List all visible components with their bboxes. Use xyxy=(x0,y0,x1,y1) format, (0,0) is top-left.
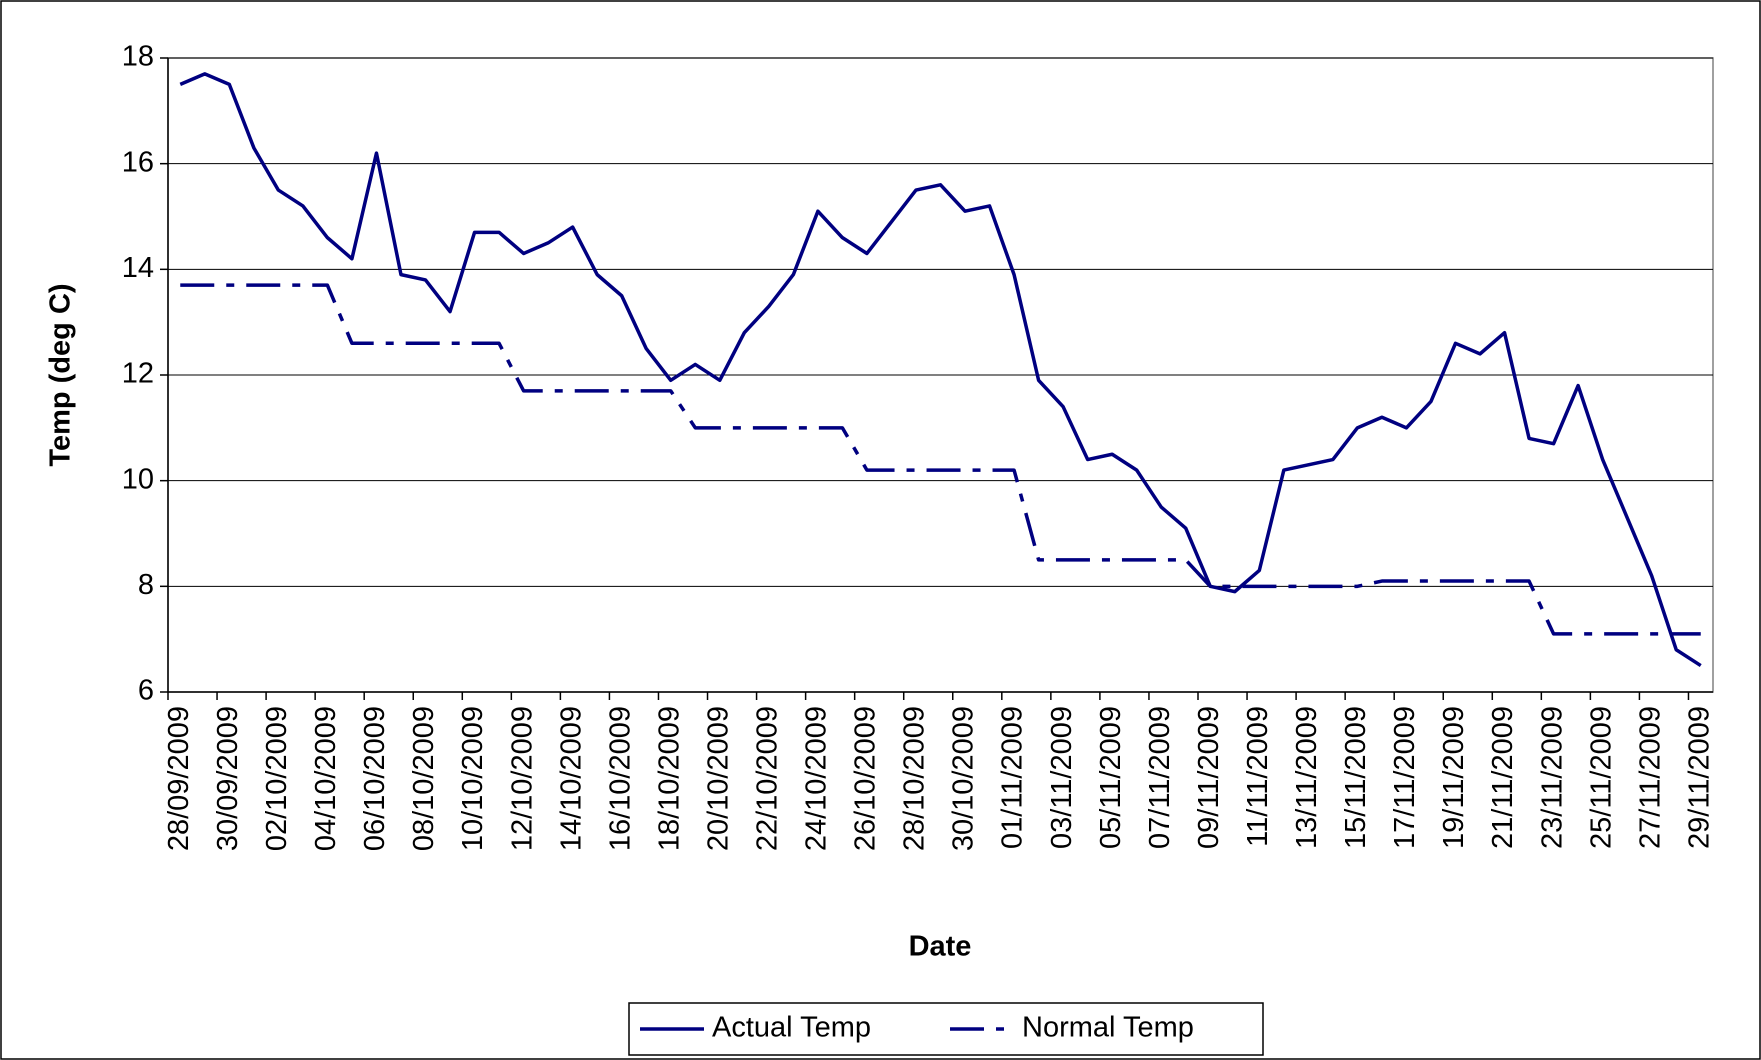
x-tick-label: 25/11/2009 xyxy=(1585,706,1617,849)
x-tick-label: 28/10/2009 xyxy=(899,706,931,851)
x-tick-label: 06/10/2009 xyxy=(359,706,391,851)
x-tick-label: 18/10/2009 xyxy=(653,706,685,851)
x-tick-label: 29/11/2009 xyxy=(1683,706,1715,849)
y-tick-label: 16 xyxy=(122,146,154,178)
x-tick-label: 16/10/2009 xyxy=(604,706,636,851)
x-tick-label: 12/10/2009 xyxy=(506,706,538,851)
x-tick-label: 30/09/2009 xyxy=(212,706,244,851)
y-tick-label: 6 xyxy=(138,675,154,707)
x-tick-label: 19/11/2009 xyxy=(1438,706,1470,849)
x-tick-label: 11/11/2009 xyxy=(1242,706,1274,847)
y-tick-label: 18 xyxy=(122,41,154,73)
x-tick-label: 05/11/2009 xyxy=(1095,706,1127,849)
x-tick-label: 10/10/2009 xyxy=(457,706,489,851)
x-tick-label: 07/11/2009 xyxy=(1144,706,1176,849)
series-line xyxy=(180,283,1701,636)
legend-label: Actual Temp xyxy=(712,1012,871,1044)
x-tick-label: 24/10/2009 xyxy=(801,706,833,851)
legend-label: Normal Temp xyxy=(1022,1012,1194,1044)
x-tick-label: 26/10/2009 xyxy=(850,706,882,851)
x-tick-label: 03/11/2009 xyxy=(1046,706,1078,849)
series-line xyxy=(179,72,1702,668)
y-tick-label: 10 xyxy=(122,463,154,495)
x-tick-label: 22/10/2009 xyxy=(751,706,783,851)
x-tick-label: 23/11/2009 xyxy=(1536,706,1568,849)
x-tick-label: 20/10/2009 xyxy=(702,706,734,851)
x-tick-label: 01/11/2009 xyxy=(997,706,1029,849)
x-tick-label: 08/10/2009 xyxy=(408,706,440,851)
y-tick-label: 14 xyxy=(122,252,154,284)
y-tick-label: 8 xyxy=(138,569,154,601)
y-tick-label: 12 xyxy=(122,358,154,390)
x-tick-label: 21/11/2009 xyxy=(1487,706,1519,849)
x-tick-label: 04/10/2009 xyxy=(310,706,342,851)
x-tick-label: 13/11/2009 xyxy=(1291,706,1323,849)
x-tick-label: 14/10/2009 xyxy=(555,706,587,851)
x-tick-label: 28/09/2009 xyxy=(163,706,195,851)
x-axis-label: Date xyxy=(909,931,972,963)
x-tick-label: 30/10/2009 xyxy=(948,706,980,851)
x-tick-label: 17/11/2009 xyxy=(1389,706,1421,849)
x-tick-label: 02/10/2009 xyxy=(261,706,293,851)
x-tick-label: 09/11/2009 xyxy=(1193,706,1225,849)
y-axis-label: Temp (deg C) xyxy=(45,283,77,466)
legend-box xyxy=(628,1002,1264,1056)
x-tick-label: 15/11/2009 xyxy=(1340,706,1372,849)
x-tick-label: 27/11/2009 xyxy=(1634,706,1666,849)
